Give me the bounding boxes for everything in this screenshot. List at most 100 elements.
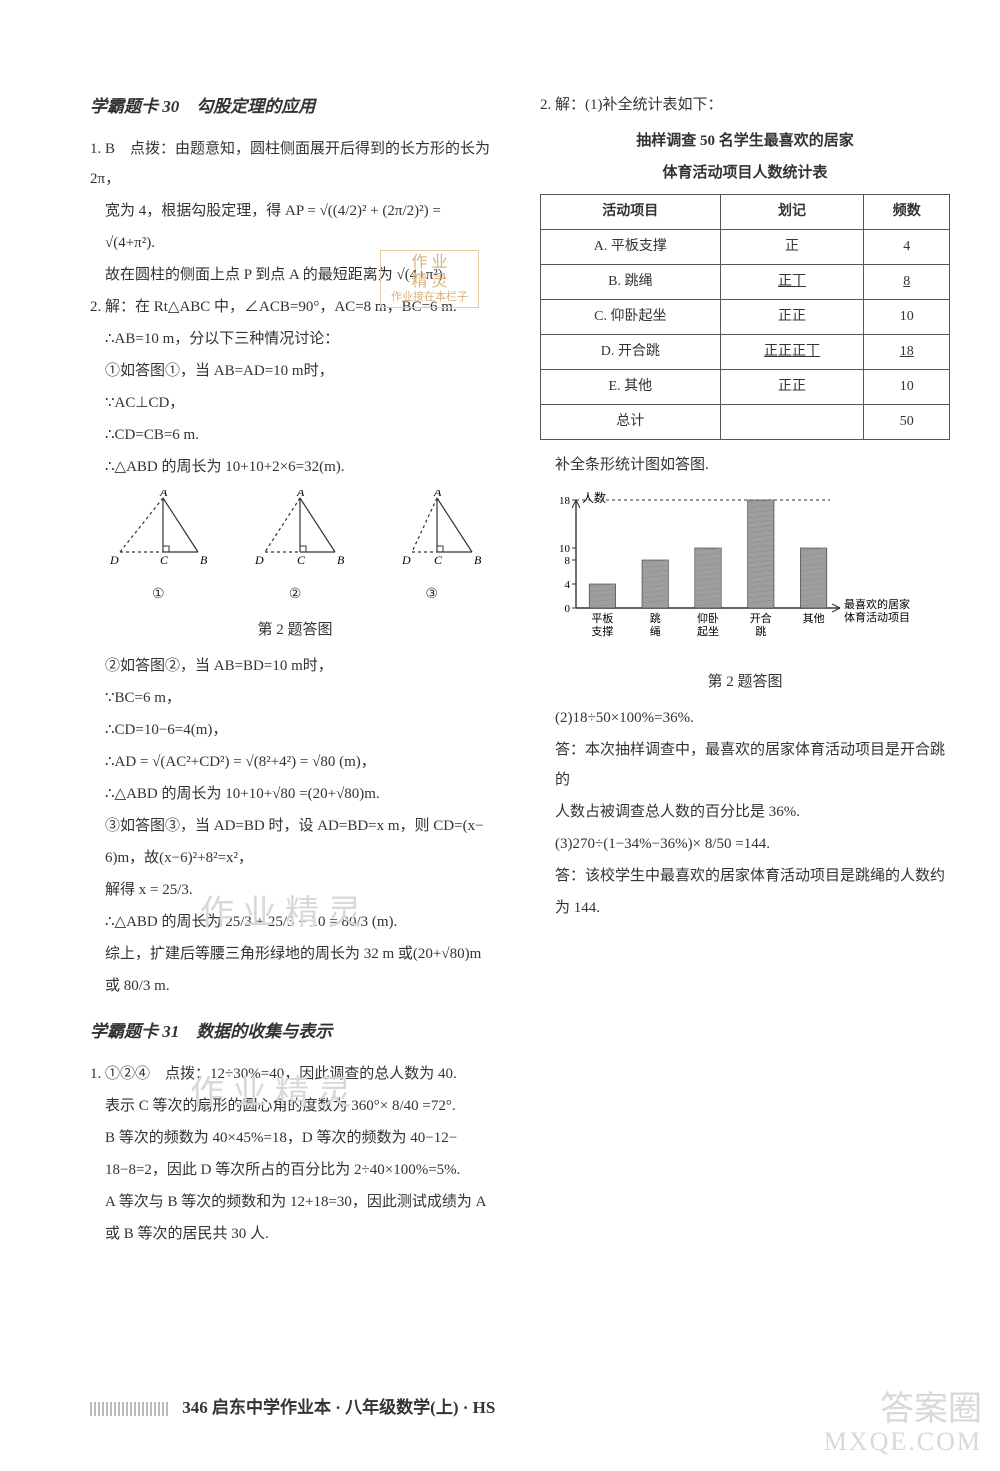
triangle-3-number: ③ xyxy=(382,581,482,609)
svg-text:C: C xyxy=(434,553,443,567)
table-cell: C. 仰卧起坐 xyxy=(541,300,721,335)
triangle-2-svg: A B C D xyxy=(245,490,345,570)
table-cell: 正 xyxy=(720,230,864,265)
svg-text:开合: 开合 xyxy=(750,611,772,625)
svg-text:A: A xyxy=(296,490,305,499)
q31-text: B 等次的频数为 40×45%=18，D 等次的频数为 40−12− xyxy=(90,1123,500,1153)
table-cell: 50 xyxy=(864,405,950,440)
stamp-line: 作 业 xyxy=(391,253,468,272)
q2-text: ∵AC⊥CD， xyxy=(90,388,500,418)
table-cell: B. 跳绳 xyxy=(541,265,721,300)
svg-text:平板: 平板 xyxy=(591,611,613,625)
svg-text:10: 10 xyxy=(559,543,571,555)
table-cell: 正丅 xyxy=(720,265,864,300)
bar-chart-svg: 人数0481018平板支撑跳绳仰卧起坐开合跳其他最喜欢的居家体育活动项目 xyxy=(540,488,940,648)
q2-text: ∴AD = √(AC²+CD²) = √(8²+4²) = √80 (m)， xyxy=(90,747,500,777)
table-cell xyxy=(720,405,864,440)
q2-text: ∴CD=CB=6 m. xyxy=(90,420,500,450)
svg-text:B: B xyxy=(337,553,345,567)
table-cell: D. 开合跳 xyxy=(541,335,721,370)
two-column-layout: 学霸题卡 30 勾股定理的应用 1. B 点拨：由题意知，圆柱侧面展开后得到的长… xyxy=(90,90,950,1251)
stamp-line: 精 灵 xyxy=(391,272,468,291)
svg-text:0: 0 xyxy=(565,603,571,615)
r2-text: 答：本次抽样调查中，最喜欢的居家体育活动项目是开合跳的 xyxy=(540,735,950,795)
q1-text: 1. B 点拨：由题意知，圆柱侧面展开后得到的长方形的长为 2π， xyxy=(90,134,500,194)
svg-text:跳: 跳 xyxy=(650,611,661,625)
right-column: 2. 解：(1)补全统计表如下： 抽样调查 50 名学生最喜欢的居家 体育活动项… xyxy=(540,90,950,1251)
q2-text: ②如答图②，当 AB=BD=10 m时， xyxy=(90,651,500,681)
r2-text: 答：该校学生中最喜欢的居家体育活动项目是跳绳的人数约 xyxy=(540,861,950,891)
triangle-3: A B C D ③ xyxy=(382,490,482,609)
footer-hatch-icon xyxy=(90,1402,170,1416)
table-cell: 总计 xyxy=(541,405,721,440)
table-cell: 8 xyxy=(864,265,950,300)
svg-text:C: C xyxy=(297,553,306,567)
section-30-title: 学霸题卡 30 勾股定理的应用 xyxy=(90,90,500,124)
svg-text:A: A xyxy=(433,490,442,499)
q2-text: ∴△ABD 的周长为 25/3 + 25/3 + 10 = 80/3 (m). xyxy=(90,907,500,937)
section-31-title: 学霸题卡 31 数据的收集与表示 xyxy=(90,1015,500,1049)
svg-text:B: B xyxy=(474,553,482,567)
table-cell: 18 xyxy=(864,335,950,370)
q2-text: ③如答图③，当 AD=BD 时，设 AD=BD=x m，则 CD=(x− xyxy=(90,811,500,841)
svg-text:仰卧: 仰卧 xyxy=(697,611,719,625)
r2-text: 2. 解：(1)补全统计表如下： xyxy=(540,90,950,120)
table-row: C. 仰卧起坐正正10 xyxy=(541,300,950,335)
triangle-1: ABCD ① xyxy=(108,490,208,609)
table-row: D. 开合跳正正正丅18 xyxy=(541,335,950,370)
q1-text: 宽为 4，根据勾股定理，得 AP = √((4/2)² + (2π/2)²) = xyxy=(90,196,500,226)
triangle-2-number: ② xyxy=(245,581,345,609)
q2-text: 6)m，故(x−6)²+8²=x²， xyxy=(90,843,500,873)
stamp-box: 作 业 精 灵 作业接在本栏子 xyxy=(380,250,479,308)
svg-text:B: B xyxy=(200,553,208,567)
q31-text: 18−8=2，因此 D 等次所占的百分比为 2÷40×100%=5%. xyxy=(90,1155,500,1185)
r2-text: (3)270÷(1−34%−36%)× 8/50 =144. xyxy=(540,829,950,859)
svg-text:D: D xyxy=(254,553,264,567)
table-row: B. 跳绳正丅8 xyxy=(541,265,950,300)
r2-text: 人数占被调查总人数的百分比是 36%. xyxy=(540,797,950,827)
q2-text: 综上，扩建后等腰三角形绿地的周长为 32 m 或(20+√80)m xyxy=(90,939,500,969)
chart-caption: 第 2 题答图 xyxy=(540,667,950,697)
svg-text:其他: 其他 xyxy=(803,612,825,625)
svg-text:起坐: 起坐 xyxy=(697,625,719,638)
q2-text: ∴CD=10−6=4(m)， xyxy=(90,715,500,745)
table-cell: A. 平板支撑 xyxy=(541,230,721,265)
triangle-caption: 第 2 题答图 xyxy=(90,615,500,645)
bar-chart: 人数0481018平板支撑跳绳仰卧起坐开合跳其他最喜欢的居家体育活动项目 xyxy=(540,488,950,659)
table-row: E. 其他正正10 xyxy=(541,370,950,405)
table-header: 划记 xyxy=(720,195,864,230)
table-cell: 正正 xyxy=(720,370,864,405)
triangle-1-svg: ABCD xyxy=(108,490,208,570)
table-cell: 10 xyxy=(864,300,950,335)
q2-text: ∴△ABD 的周长为 10+10+2×6=32(m). xyxy=(90,452,500,482)
svg-text:8: 8 xyxy=(565,555,571,567)
svg-text:人数: 人数 xyxy=(582,490,606,505)
r2-text: (2)18÷50×100%=36%. xyxy=(540,703,950,733)
svg-text:体育活动项目: 体育活动项目 xyxy=(844,610,910,624)
triangle-figures: A B C D ① A B C D ② A B C D ③ xyxy=(90,490,500,609)
table-title-1: 抽样调查 50 名学生最喜欢的居家 xyxy=(540,126,950,156)
table-cell: 正正正丅 xyxy=(720,335,864,370)
page: 学霸题卡 30 勾股定理的应用 1. B 点拨：由题意知，圆柱侧面展开后得到的长… xyxy=(0,0,1000,1471)
svg-text:绳: 绳 xyxy=(650,624,661,638)
triangle-1-number: ① xyxy=(108,581,208,609)
q31-text: 或 B 等次的居民共 30 人. xyxy=(90,1219,500,1249)
table-cell: 10 xyxy=(864,370,950,405)
svg-text:C: C xyxy=(160,553,169,567)
triangle-2: A B C D ② xyxy=(245,490,345,609)
page-footer: 346 启东中学作业本 · 八年级数学(上) · HS xyxy=(90,1391,495,1425)
svg-text:18: 18 xyxy=(559,495,571,507)
q2-text: ∴△ABD 的周长为 10+10+√80 =(20+√80)m. xyxy=(90,779,500,809)
svg-text:D: D xyxy=(401,553,411,567)
watermark-corner-1: 答案圈 xyxy=(824,1391,982,1428)
table-row: A. 平板支撑正4 xyxy=(541,230,950,265)
svg-text:支撑: 支撑 xyxy=(591,624,613,638)
q2-text: 解得 x = 25/3. xyxy=(90,875,500,905)
svg-text:最喜欢的居家: 最喜欢的居家 xyxy=(844,597,910,611)
q2-text: 或 80/3 m. xyxy=(90,971,500,1001)
r2-text: 补全条形统计图如答图. xyxy=(540,450,950,480)
table-row: 总计 50 xyxy=(541,405,950,440)
svg-text:跳: 跳 xyxy=(755,624,766,638)
q2-text: ∴AB=10 m，分以下三种情况讨论： xyxy=(90,324,500,354)
q2-text: ①如答图①，当 AB=AD=10 m时， xyxy=(90,356,500,386)
